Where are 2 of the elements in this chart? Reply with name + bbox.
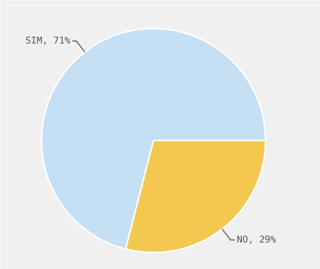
slice-label: NO, 29% [236, 234, 276, 246]
slice-label: SIM, 71% [25, 35, 71, 46]
